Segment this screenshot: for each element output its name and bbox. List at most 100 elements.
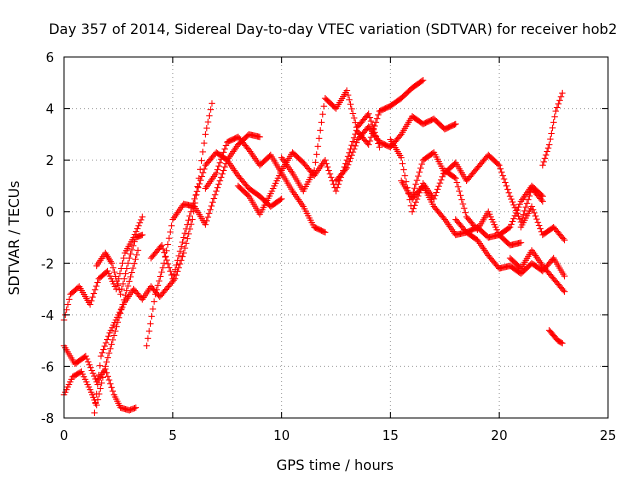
- data-point: [207, 206, 214, 213]
- data-point: [153, 286, 160, 294]
- x-axis-label: GPS time / hours: [276, 458, 393, 474]
- data-point: [412, 199, 419, 206]
- data-point: [137, 216, 145, 224]
- data-point: [509, 198, 516, 206]
- series-track: [517, 203, 568, 244]
- data-point: [182, 240, 190, 247]
- data-point: [139, 231, 146, 239]
- data-point: [221, 163, 228, 171]
- data-point: [418, 77, 426, 85]
- data-point: [133, 251, 140, 259]
- data-point: [343, 87, 351, 94]
- data-point: [197, 176, 204, 184]
- data-point: [551, 113, 558, 120]
- y-tick-label: -6: [41, 360, 54, 375]
- data-point: [352, 142, 359, 150]
- data-point: [550, 119, 557, 126]
- series-track: [278, 77, 427, 195]
- data-point: [548, 130, 555, 137]
- data-point: [560, 287, 567, 294]
- data-point: [311, 167, 318, 174]
- data-point: [136, 219, 144, 226]
- data-point: [109, 387, 117, 395]
- data-point: [497, 165, 504, 172]
- data-point: [343, 164, 351, 172]
- x-axis-ticks: 0 5 10 15 20 25: [60, 57, 616, 444]
- y-axis-label: SDTVAR / TECUs: [7, 181, 23, 296]
- data-point: [460, 205, 468, 212]
- data-point: [312, 159, 319, 166]
- data-point: [323, 160, 330, 167]
- data-point: [186, 212, 193, 220]
- data-point: [520, 211, 527, 218]
- data-point: [207, 106, 214, 113]
- data-point: [346, 158, 353, 165]
- data-point: [184, 235, 191, 242]
- data-point: [99, 349, 106, 356]
- y-tick-label: 4: [46, 103, 54, 118]
- data-point: [109, 336, 117, 344]
- data-point: [561, 272, 568, 280]
- data-point: [116, 270, 124, 277]
- data-point: [124, 260, 132, 267]
- x-tick-label: 15: [382, 429, 399, 444]
- data-point: [347, 155, 354, 162]
- data-point: [533, 215, 540, 223]
- data-point: [191, 195, 198, 203]
- data-point: [128, 269, 135, 276]
- data-point: [537, 225, 544, 232]
- data-point: [100, 346, 107, 353]
- data-point: [169, 275, 176, 282]
- data-point: [315, 135, 323, 142]
- data-point: [517, 239, 525, 246]
- data-point: [332, 187, 340, 195]
- data-point: [367, 117, 375, 125]
- data-point: [82, 352, 89, 360]
- data-point: [170, 270, 178, 278]
- data-point: [544, 144, 552, 152]
- data-point: [365, 141, 372, 148]
- data-point: [559, 89, 566, 97]
- data-point: [211, 191, 219, 199]
- data-point: [220, 149, 227, 156]
- data-point: [179, 238, 186, 246]
- data-point: [96, 362, 104, 369]
- series-track: [143, 131, 264, 349]
- data-point: [89, 370, 97, 377]
- data-point: [539, 162, 546, 169]
- data-point: [108, 384, 115, 391]
- data-point: [164, 241, 172, 248]
- data-point: [435, 183, 442, 190]
- data-point: [109, 264, 117, 271]
- data-point: [516, 201, 523, 208]
- data-point: [202, 131, 209, 138]
- data-point: [505, 224, 513, 232]
- data-point: [320, 228, 328, 235]
- data-point: [97, 385, 104, 392]
- data-point: [184, 221, 191, 228]
- data-point: [131, 260, 138, 267]
- data-point: [173, 261, 180, 269]
- data-point: [147, 320, 154, 327]
- y-tick-label: 0: [46, 206, 54, 221]
- data-point: [91, 372, 98, 380]
- data-point: [111, 268, 118, 276]
- y-tick-label: 6: [46, 51, 54, 66]
- data-point: [512, 209, 520, 217]
- data-point: [510, 215, 517, 222]
- data-point: [496, 162, 503, 169]
- data-point: [174, 257, 181, 264]
- data-point: [113, 285, 120, 293]
- data-point: [105, 349, 113, 357]
- x-tick-label: 10: [273, 429, 290, 444]
- data-point: [222, 142, 230, 149]
- data-point: [353, 139, 360, 146]
- data-point: [139, 213, 146, 221]
- data-point: [179, 253, 186, 260]
- data-point: [159, 245, 167, 253]
- data-point: [506, 193, 514, 200]
- data-point: [185, 217, 192, 224]
- x-tick-label: 5: [169, 429, 177, 444]
- data-point: [346, 96, 353, 103]
- data-point: [314, 143, 322, 150]
